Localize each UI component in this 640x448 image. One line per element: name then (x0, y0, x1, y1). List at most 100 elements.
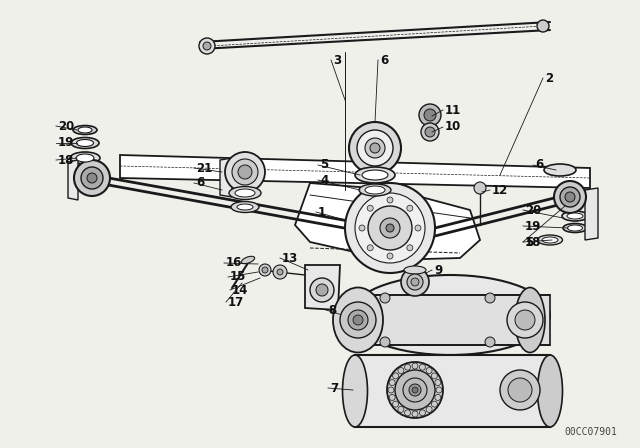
Circle shape (387, 362, 443, 418)
Ellipse shape (342, 355, 367, 427)
Text: 12: 12 (492, 184, 508, 197)
Polygon shape (295, 183, 480, 260)
Polygon shape (585, 188, 598, 240)
Circle shape (431, 401, 437, 407)
Circle shape (368, 206, 412, 250)
Ellipse shape (235, 189, 255, 197)
Circle shape (225, 152, 265, 192)
Circle shape (380, 218, 400, 238)
Text: 00CC07901: 00CC07901 (564, 427, 617, 437)
Circle shape (424, 109, 436, 121)
Text: 9: 9 (434, 263, 442, 276)
Circle shape (380, 293, 390, 303)
Circle shape (392, 373, 399, 379)
Ellipse shape (538, 235, 563, 245)
Text: 2: 2 (545, 72, 553, 85)
Circle shape (388, 387, 394, 393)
Text: 21: 21 (196, 161, 212, 175)
Ellipse shape (567, 213, 583, 219)
Circle shape (389, 394, 395, 401)
Ellipse shape (71, 138, 99, 148)
Ellipse shape (76, 154, 94, 162)
Text: 14: 14 (232, 284, 248, 297)
Circle shape (367, 245, 373, 251)
Circle shape (353, 315, 363, 325)
Circle shape (404, 364, 411, 370)
Circle shape (238, 165, 252, 179)
Polygon shape (220, 158, 232, 197)
Text: 6: 6 (535, 159, 543, 172)
Ellipse shape (350, 275, 550, 355)
Circle shape (412, 363, 418, 369)
Circle shape (398, 367, 404, 374)
Circle shape (515, 310, 535, 330)
Circle shape (367, 205, 373, 211)
Circle shape (500, 370, 540, 410)
Ellipse shape (515, 288, 545, 353)
Circle shape (474, 182, 486, 194)
Polygon shape (305, 265, 340, 310)
Ellipse shape (333, 288, 383, 353)
Ellipse shape (359, 184, 391, 196)
Circle shape (415, 225, 421, 231)
Circle shape (412, 387, 418, 393)
Circle shape (355, 193, 425, 263)
Ellipse shape (241, 256, 255, 264)
Circle shape (386, 224, 394, 232)
Text: 1: 1 (318, 206, 326, 219)
Circle shape (411, 278, 419, 286)
Circle shape (273, 265, 287, 279)
Text: 5: 5 (320, 159, 328, 172)
Ellipse shape (542, 237, 558, 243)
Ellipse shape (538, 355, 563, 427)
Ellipse shape (70, 152, 100, 164)
Circle shape (81, 167, 103, 189)
Ellipse shape (362, 170, 388, 180)
Circle shape (401, 268, 429, 296)
Circle shape (485, 337, 495, 347)
Text: 18: 18 (58, 154, 74, 167)
Text: 3: 3 (333, 53, 341, 66)
Text: 20: 20 (525, 203, 541, 216)
Text: 20: 20 (58, 120, 74, 133)
Circle shape (485, 293, 495, 303)
Circle shape (436, 387, 442, 393)
Text: 6: 6 (196, 177, 204, 190)
Text: 5: 5 (525, 236, 533, 249)
Text: 13: 13 (282, 251, 298, 264)
Bar (350, 295, 550, 345)
Circle shape (395, 370, 435, 410)
Bar (355, 355, 550, 427)
Polygon shape (68, 160, 78, 200)
Circle shape (407, 274, 423, 290)
Circle shape (349, 122, 401, 174)
Circle shape (412, 411, 418, 417)
Circle shape (387, 253, 393, 259)
Circle shape (310, 278, 334, 302)
Circle shape (232, 159, 258, 185)
Text: 16: 16 (226, 257, 243, 270)
Circle shape (565, 192, 575, 202)
Text: 4: 4 (320, 173, 328, 186)
Circle shape (262, 267, 268, 273)
Circle shape (419, 410, 426, 416)
Circle shape (387, 197, 393, 203)
Circle shape (398, 406, 404, 413)
Circle shape (340, 302, 376, 338)
Circle shape (426, 406, 432, 413)
Ellipse shape (231, 202, 259, 212)
Circle shape (259, 264, 271, 276)
Circle shape (435, 394, 441, 401)
Ellipse shape (568, 225, 582, 231)
Polygon shape (120, 155, 590, 188)
Text: 7: 7 (330, 382, 338, 395)
Circle shape (359, 225, 365, 231)
Circle shape (345, 183, 435, 273)
Text: 18: 18 (525, 236, 541, 249)
Circle shape (435, 379, 441, 386)
Text: 19: 19 (525, 220, 541, 233)
Circle shape (421, 123, 439, 141)
Circle shape (507, 302, 543, 338)
Circle shape (431, 373, 437, 379)
Circle shape (537, 20, 549, 32)
